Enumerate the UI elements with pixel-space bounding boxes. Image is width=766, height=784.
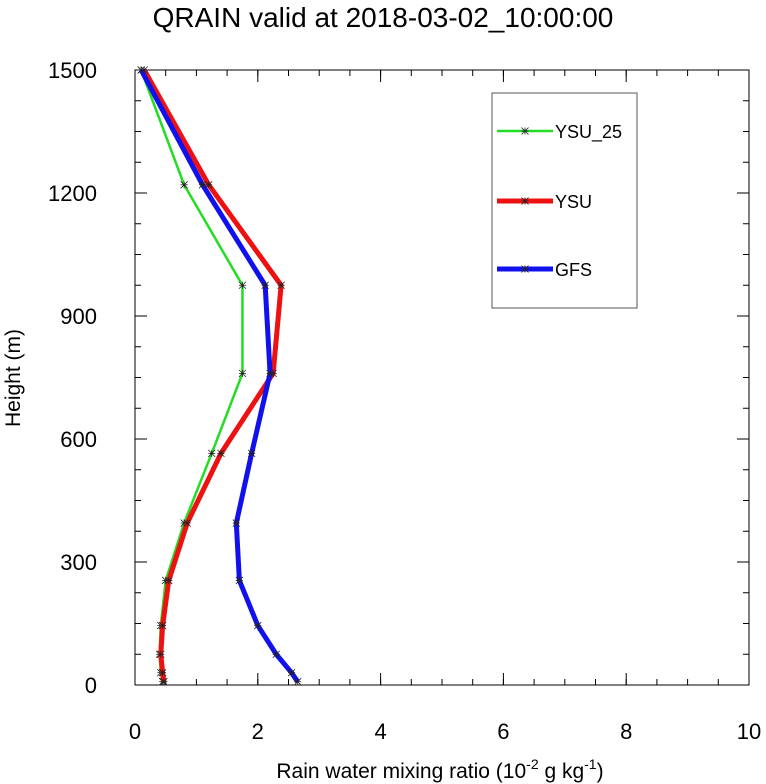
y-tick-label: 300 xyxy=(60,550,97,575)
data-point-marker xyxy=(287,668,296,677)
x-tick-label: 4 xyxy=(374,719,386,744)
y-tick-label: 0 xyxy=(85,673,97,698)
data-point-marker xyxy=(160,677,168,686)
minor-ticks xyxy=(134,69,750,686)
data-point-marker xyxy=(198,181,207,189)
data-point-marker xyxy=(238,369,247,378)
x-tick-labels: 0 2 4 6 8 10 xyxy=(129,719,761,744)
data-point-marker xyxy=(277,281,285,290)
x-tick-label: 6 xyxy=(497,719,509,744)
data-point-marker xyxy=(158,621,167,630)
data-point-marker xyxy=(137,66,145,74)
data-point-marker xyxy=(238,281,247,290)
major-ticks xyxy=(134,69,750,686)
data-point-marker xyxy=(247,449,256,458)
y-axis-label: Height (m) xyxy=(2,329,25,427)
data-point-marker xyxy=(158,668,167,677)
legend-entry: YSU_25 xyxy=(497,122,622,143)
legend-marker xyxy=(521,127,529,135)
x-tick-label: 8 xyxy=(620,719,632,744)
data-point-marker xyxy=(232,519,241,527)
series-gfs xyxy=(137,66,302,686)
data-point-marker xyxy=(183,519,191,527)
y-tick-label: 900 xyxy=(60,304,97,329)
data-point-marker xyxy=(180,181,188,189)
data-point-marker xyxy=(217,449,225,458)
data-point-marker xyxy=(261,281,269,290)
y-tick-labels: 0 300 600 900 1200 1500 xyxy=(48,58,97,698)
y-tick-label: 1200 xyxy=(48,181,97,206)
y-tick-label: 600 xyxy=(60,427,97,452)
legend-label: YSU_25 xyxy=(555,122,622,143)
y-tick-label: 1500 xyxy=(48,58,97,83)
x-tick-label: 10 xyxy=(737,719,761,744)
legend-label: YSU xyxy=(555,192,592,212)
data-point-marker xyxy=(254,621,262,630)
x-axis-label: Rain water mixing ratio (10-2 g kg-1) xyxy=(276,756,603,783)
legend-marker xyxy=(521,265,529,273)
plot-frame xyxy=(134,69,750,686)
data-point-marker xyxy=(207,449,216,458)
x-tick-label: 0 xyxy=(129,719,141,744)
x-tick-label: 2 xyxy=(252,719,264,744)
data-point-marker xyxy=(235,576,244,585)
series-layer xyxy=(137,66,302,686)
legend: YSU_25 YSU GFS xyxy=(491,92,638,309)
data-point-marker xyxy=(293,677,302,686)
data-point-marker xyxy=(157,650,165,659)
legend-entry: YSU xyxy=(497,192,592,212)
legend-label: GFS xyxy=(555,260,592,280)
data-point-marker xyxy=(164,576,173,585)
chart-title: QRAIN valid at 2018-03-02_10:00:00 xyxy=(152,2,614,33)
legend-entry: GFS xyxy=(497,260,592,280)
data-point-marker xyxy=(266,369,274,378)
series-ysu xyxy=(140,66,285,686)
legend-marker xyxy=(521,197,529,205)
data-point-marker xyxy=(272,650,281,659)
